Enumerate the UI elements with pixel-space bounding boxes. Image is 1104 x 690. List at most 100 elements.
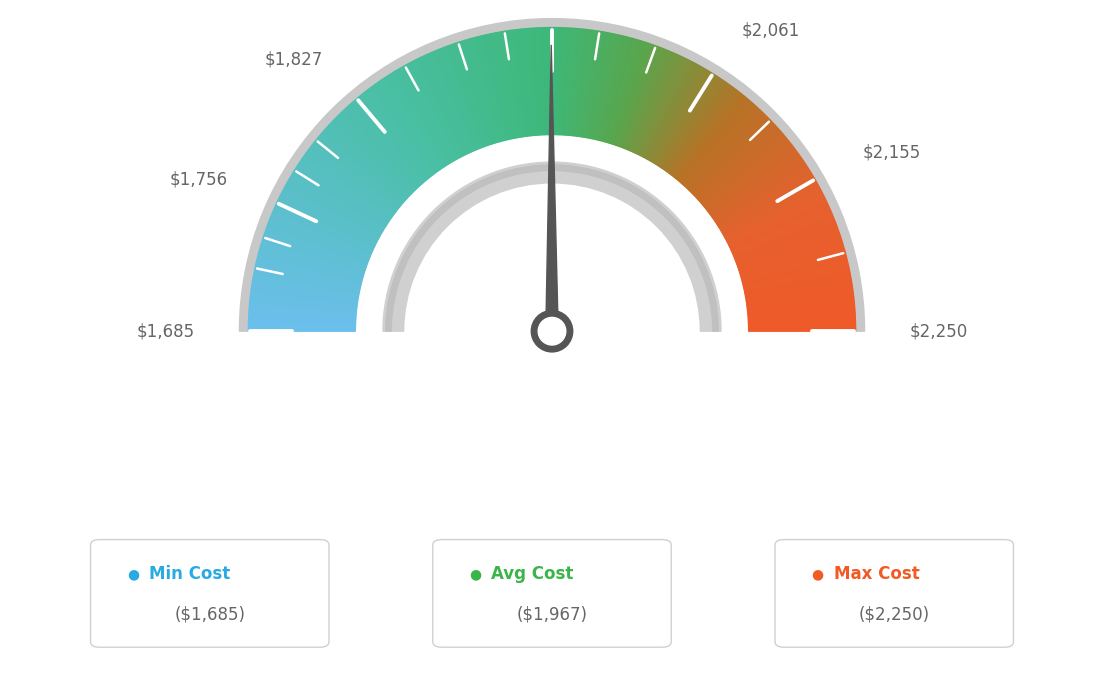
Wedge shape bbox=[643, 62, 694, 157]
Wedge shape bbox=[240, 19, 864, 331]
Wedge shape bbox=[395, 70, 452, 163]
Wedge shape bbox=[263, 237, 365, 272]
Wedge shape bbox=[297, 164, 388, 224]
Wedge shape bbox=[393, 71, 450, 164]
Wedge shape bbox=[692, 118, 769, 195]
Wedge shape bbox=[253, 279, 359, 299]
Wedge shape bbox=[698, 127, 778, 200]
Wedge shape bbox=[654, 71, 711, 164]
Wedge shape bbox=[690, 115, 766, 192]
Wedge shape bbox=[287, 181, 381, 235]
Wedge shape bbox=[702, 136, 786, 206]
Wedge shape bbox=[266, 228, 367, 266]
Wedge shape bbox=[592, 34, 616, 139]
Wedge shape bbox=[723, 181, 817, 235]
Wedge shape bbox=[279, 195, 376, 245]
Wedge shape bbox=[734, 215, 834, 257]
Wedge shape bbox=[339, 113, 415, 191]
Wedge shape bbox=[728, 193, 824, 244]
Wedge shape bbox=[500, 32, 520, 137]
Wedge shape bbox=[310, 145, 396, 212]
Wedge shape bbox=[463, 40, 496, 144]
Wedge shape bbox=[564, 28, 573, 135]
Wedge shape bbox=[596, 35, 623, 140]
Wedge shape bbox=[656, 74, 714, 165]
Wedge shape bbox=[291, 172, 384, 230]
Wedge shape bbox=[438, 49, 479, 149]
Text: $1,756: $1,756 bbox=[169, 170, 227, 188]
Wedge shape bbox=[447, 46, 486, 147]
Wedge shape bbox=[556, 28, 562, 135]
Wedge shape bbox=[671, 90, 739, 176]
Text: ($1,685): ($1,685) bbox=[174, 606, 245, 624]
Wedge shape bbox=[667, 84, 731, 172]
Wedge shape bbox=[490, 33, 513, 139]
Wedge shape bbox=[718, 168, 809, 227]
Wedge shape bbox=[571, 29, 583, 135]
Wedge shape bbox=[575, 30, 590, 136]
Wedge shape bbox=[687, 110, 762, 189]
Wedge shape bbox=[436, 50, 478, 150]
Wedge shape bbox=[587, 32, 609, 138]
Wedge shape bbox=[521, 29, 533, 135]
Wedge shape bbox=[550, 28, 552, 135]
Wedge shape bbox=[673, 92, 742, 178]
Wedge shape bbox=[385, 76, 445, 167]
Wedge shape bbox=[514, 30, 529, 136]
Text: $2,061: $2,061 bbox=[741, 21, 799, 39]
Wedge shape bbox=[616, 44, 652, 146]
Wedge shape bbox=[250, 307, 355, 317]
Wedge shape bbox=[613, 43, 648, 145]
Wedge shape bbox=[737, 228, 838, 266]
Wedge shape bbox=[668, 86, 732, 173]
Wedge shape bbox=[289, 177, 383, 233]
Wedge shape bbox=[251, 295, 357, 310]
Wedge shape bbox=[567, 28, 578, 135]
Wedge shape bbox=[672, 91, 740, 177]
Wedge shape bbox=[572, 29, 585, 136]
Wedge shape bbox=[533, 28, 541, 135]
Wedge shape bbox=[739, 235, 841, 270]
Wedge shape bbox=[492, 33, 516, 138]
Wedge shape bbox=[746, 282, 852, 300]
Wedge shape bbox=[252, 286, 358, 304]
Wedge shape bbox=[728, 195, 825, 245]
Wedge shape bbox=[745, 275, 851, 296]
Wedge shape bbox=[726, 191, 822, 242]
Wedge shape bbox=[452, 44, 488, 146]
Wedge shape bbox=[346, 107, 420, 187]
Wedge shape bbox=[638, 59, 688, 155]
Wedge shape bbox=[746, 286, 852, 304]
Wedge shape bbox=[348, 105, 421, 186]
Text: Min Cost: Min Cost bbox=[149, 565, 231, 583]
Wedge shape bbox=[605, 39, 637, 142]
Wedge shape bbox=[262, 239, 364, 273]
Wedge shape bbox=[312, 144, 397, 210]
Wedge shape bbox=[523, 29, 535, 135]
Wedge shape bbox=[749, 322, 856, 326]
Wedge shape bbox=[423, 55, 469, 153]
Wedge shape bbox=[730, 202, 828, 249]
Wedge shape bbox=[263, 235, 365, 270]
Wedge shape bbox=[407, 63, 460, 158]
Wedge shape bbox=[633, 55, 679, 152]
Wedge shape bbox=[735, 221, 836, 262]
Wedge shape bbox=[252, 282, 358, 300]
Wedge shape bbox=[641, 61, 692, 157]
Wedge shape bbox=[509, 30, 526, 137]
Wedge shape bbox=[680, 100, 751, 183]
Wedge shape bbox=[440, 48, 481, 148]
Wedge shape bbox=[747, 290, 853, 306]
Wedge shape bbox=[730, 200, 827, 248]
Wedge shape bbox=[253, 275, 359, 296]
Wedge shape bbox=[718, 166, 808, 226]
Wedge shape bbox=[283, 189, 379, 241]
Wedge shape bbox=[678, 97, 747, 181]
Wedge shape bbox=[652, 70, 709, 163]
Wedge shape bbox=[383, 162, 721, 331]
Wedge shape bbox=[745, 279, 851, 299]
Wedge shape bbox=[617, 45, 655, 146]
Text: $2,250: $2,250 bbox=[910, 322, 968, 340]
Wedge shape bbox=[679, 99, 750, 181]
Wedge shape bbox=[475, 37, 503, 141]
